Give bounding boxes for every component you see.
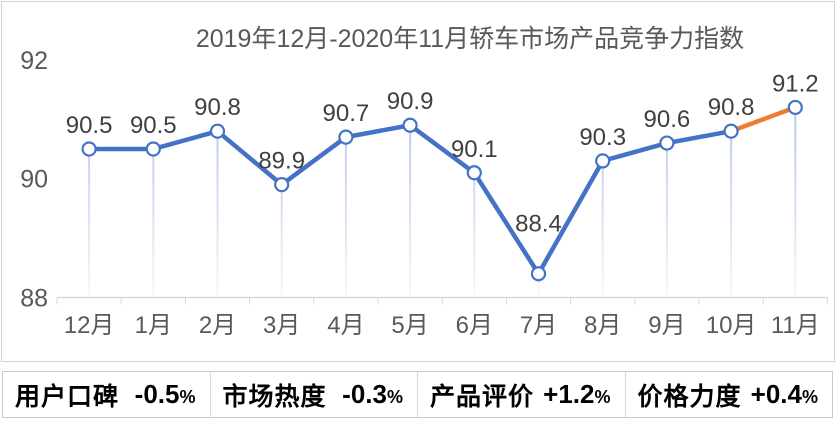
stat-label: 用户口碑 [15,382,120,411]
data-label: 90.1 [451,136,498,163]
stat-market-heat: 市场热度 -0.3% [209,372,418,417]
data-label: 91.2 [772,70,819,97]
stat-value: -0.5% [134,379,196,409]
percent-sign: % [801,387,818,407]
data-point-marker [209,123,226,139]
x-axis-label: 2月 [199,312,236,339]
data-label: 90.3 [579,124,626,151]
line-segment [728,105,798,134]
data-label: 90.5 [66,112,113,139]
stat-value: +0.4% [750,379,818,409]
stat-value: +1.2% [543,379,611,409]
x-axis-label: 9月 [648,312,685,339]
data-point-marker [595,153,611,169]
data-point-marker [466,165,482,181]
data-label: 90.6 [644,106,691,133]
y-axis-label: 88 [20,285,48,313]
x-axis-label: 4月 [327,312,364,339]
x-axis-label: 11月 [771,312,820,339]
data-point-marker [723,123,739,139]
line-segment [536,158,605,276]
data-point-marker [402,117,418,133]
line-segment [600,140,670,164]
chart-title: 2019年12月-2020年11月轿车市场产品竞争力指数 [196,25,744,53]
stat-user-reputation: 用户口碑 -0.5% [3,372,210,417]
x-axis-label: 12月 [64,312,115,339]
x-axis-label: 5月 [391,312,428,339]
stat-label: 价格力度 [637,382,742,411]
line-segment [407,122,477,176]
data-point-marker [530,266,547,282]
data-label: 88.4 [515,211,562,238]
stat-label: 产品评价 [430,382,535,411]
x-axis-label: 3月 [263,312,300,339]
stat-value: -0.3% [342,379,403,409]
line-segment [215,128,284,187]
x-axis-label: 8月 [584,312,621,339]
data-label: 90.8 [194,94,241,121]
data-label: 89.9 [258,148,305,175]
line-segment [279,134,349,187]
data-label: 90.8 [708,94,755,121]
percent-sign: % [386,387,403,407]
y-axis-label: 92 [20,47,48,75]
line-segment [664,128,734,146]
x-axis-label: 7月 [520,312,557,339]
percent-sign: % [179,387,196,407]
line-segment [151,128,220,152]
stat-label: 市场热度 [222,382,327,411]
data-point-marker [274,177,290,193]
data-point-marker [338,129,354,145]
data-point-marker [659,135,675,151]
line-chart: 2019年12月-2020年11月轿车市场产品竞争力指数 92 90 88 90.5 90… [20,25,828,339]
x-axis-label: 1月 [135,312,172,339]
line-segment [472,170,541,276]
data-label: 90.7 [323,100,370,127]
x-axis-label: 6月 [456,312,493,339]
footer-stats-bar: 用户口碑 -0.5% 市场热度 -0.3% 产品评价 +1.2% 价格力度 +0… [2,371,833,418]
stat-product-rating: 产品评价 +1.2% [417,372,625,417]
x-axis-label: 10月 [706,312,757,339]
data-point-marker [787,99,803,116]
data-point-marker [145,141,161,157]
line-segment [343,122,413,140]
y-axis-label: 90 [20,166,48,194]
data-label: 90.9 [387,88,434,115]
data-label: 90.5 [130,112,177,139]
percent-sign: % [594,387,611,407]
stat-price-strength: 价格力度 +0.4% [624,372,833,417]
line-chart-panel: 2019年12月-2020年11月轿车市场产品竞争力指数 92 90 88 90.5 90… [1,1,835,362]
data-point-marker [81,141,97,157]
